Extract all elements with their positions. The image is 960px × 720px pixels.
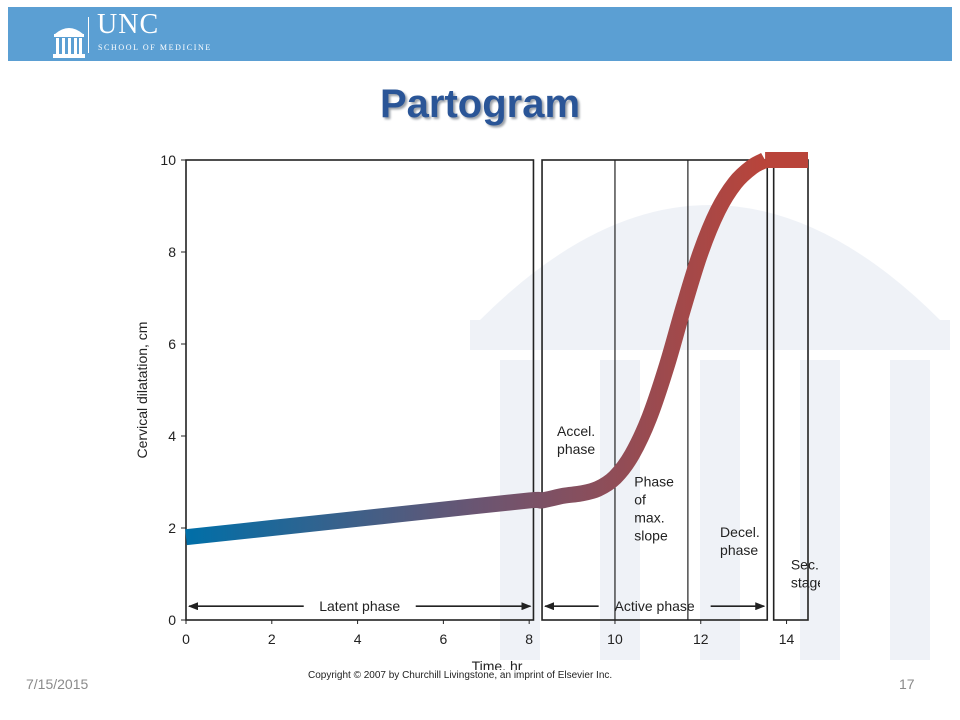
phase-annotation-2: slope [634, 528, 668, 544]
x-tick-label: 4 [354, 631, 362, 647]
phase-annotation-4: Sec. [791, 556, 819, 572]
phase-annotation-2: of [634, 492, 646, 508]
logo-divider [88, 17, 89, 53]
x-tick-label: 6 [439, 631, 447, 647]
slide-title: Partogram [379, 82, 581, 126]
chart-panel-1 [185, 159, 535, 621]
phase-annotation-1: Accel. [557, 423, 595, 439]
range-label-2: Active phase [615, 598, 695, 614]
dilatation-curve-1 [185, 152, 770, 546]
logo-text-unc: UNC [97, 9, 160, 40]
phase-annotation-3: Decel. [720, 524, 760, 540]
copyright-notice: Copyright © 2007 by Churchill Livingston… [308, 670, 613, 681]
old-well-logo-icon [53, 28, 85, 58]
y-tick-label: 2 [168, 520, 176, 536]
x-axis-label: Time, hr [472, 658, 523, 670]
partogram-chart: 0 2 4 6 8 10 0 2 4 6 8 10 12 14 Time, hr Cervical dilat… [134, 152, 820, 670]
range-label-1: Latent phase [319, 598, 400, 614]
y-tick-label: 10 [160, 152, 176, 168]
phase-annotation-4: stage [791, 574, 820, 590]
slide-date: 7/15/2015 [26, 676, 89, 692]
chart-panel-2 [541, 159, 769, 621]
logo-text-school: SCHOOL OF MEDICINE [98, 43, 212, 52]
y-tick-label: 4 [168, 428, 176, 444]
x-tick-label: 10 [607, 631, 623, 647]
slide-page-number: 17 [899, 676, 915, 692]
chart-panel-3 [772, 159, 809, 621]
phase-annotation-2: Phase [634, 474, 674, 490]
header-banner [8, 7, 952, 61]
y-axis-label: Cervical dilatation, cm [134, 322, 150, 459]
y-tick-label: 8 [168, 244, 176, 260]
phase-annotation-3: phase [720, 542, 758, 558]
phase-annotation-2: max. [634, 510, 664, 526]
x-tick-label: 8 [525, 631, 533, 647]
x-tick-label: 12 [693, 631, 709, 647]
y-tick-label: 0 [168, 612, 176, 628]
x-tick-label: 14 [779, 631, 795, 647]
x-tick-label: 0 [182, 631, 190, 647]
y-tick-label: 6 [168, 336, 176, 352]
x-tick-label: 2 [268, 631, 276, 647]
phase-annotation-1: phase [557, 441, 595, 457]
